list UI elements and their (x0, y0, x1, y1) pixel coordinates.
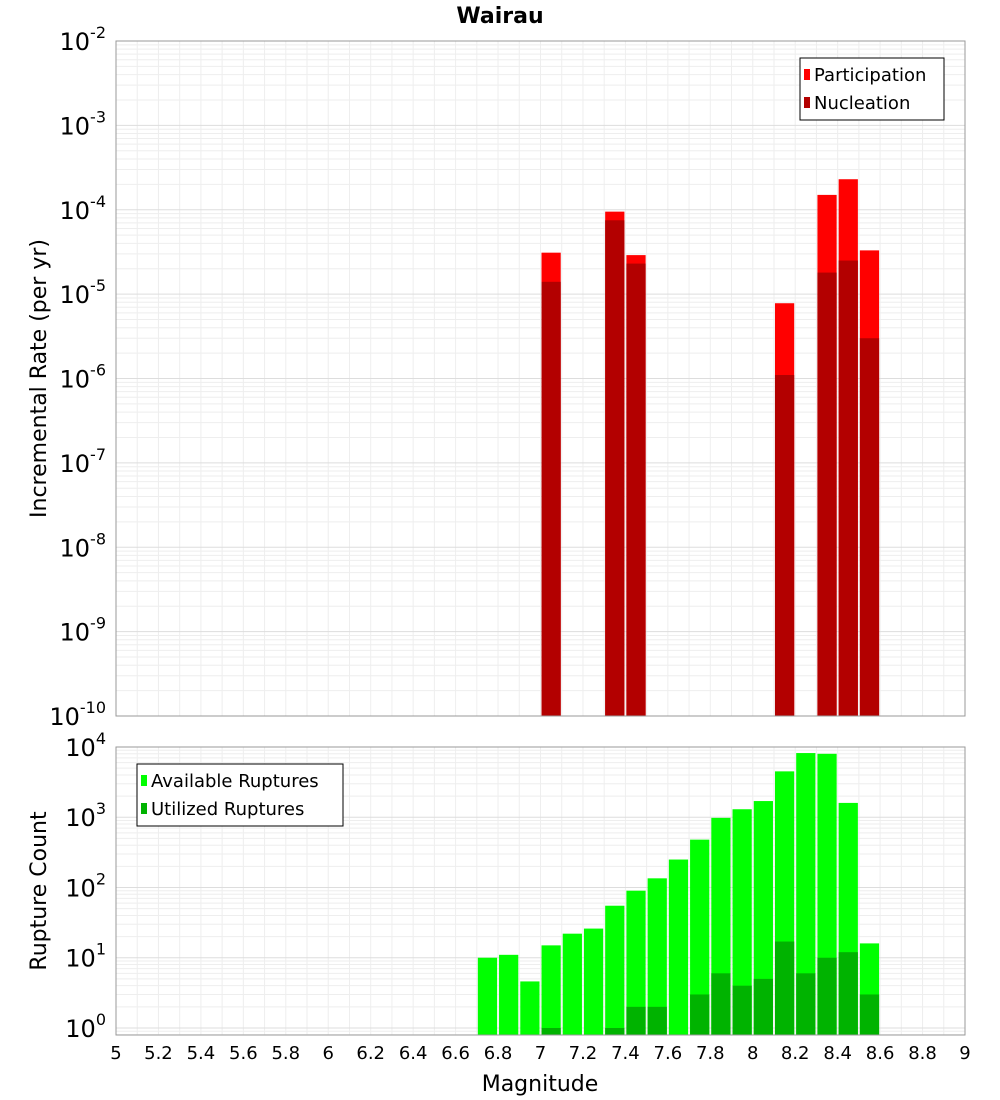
bar-available-ruptures (753, 801, 773, 1035)
bar-overlay-utilized-ruptures (626, 1006, 646, 1035)
bar-available-ruptures (626, 890, 646, 1035)
x-tick-label: 5.8 (271, 1043, 300, 1064)
y-tick-label: 10-3 (60, 107, 107, 140)
bar-overlay-utilized-ruptures (732, 985, 752, 1035)
x-axis-title: Magnitude (482, 1072, 599, 1097)
x-tick-label: 9 (959, 1043, 970, 1064)
bar-available-ruptures (690, 839, 710, 1035)
x-tick-label: 6.6 (441, 1043, 470, 1064)
x-tick-label: 7.2 (569, 1043, 598, 1064)
legend-label: Available Ruptures (151, 771, 319, 792)
x-tick-label: 8.4 (823, 1043, 852, 1064)
series-nucleation (541, 220, 880, 717)
bar-overlay-nucleation (541, 281, 561, 716)
y-tick-label: 10-4 (60, 192, 107, 225)
bar-overlay-utilized-ruptures (541, 1027, 561, 1035)
y-tick-label: 10-8 (60, 529, 107, 562)
x-tick-label: 7 (535, 1043, 546, 1064)
bar-overlay-utilized-ruptures (817, 957, 837, 1035)
y-tick-label: 103 (65, 799, 106, 832)
y-tick-label: 10-7 (60, 445, 107, 478)
bar-overlay-utilized-ruptures (753, 978, 773, 1035)
x-tick-label: 8.6 (866, 1043, 895, 1064)
rates-panel: 10-2 10-3 10-4 10-5 10-6 10-7 10-8 10-9 10-10 Inc… (27, 23, 966, 731)
y-tick-label: 10-9 (60, 614, 107, 647)
bar-overlay-nucleation (817, 272, 837, 716)
bar-overlay-nucleation (626, 263, 646, 716)
series-utilized-ruptures (541, 941, 880, 1035)
x-tick-label: 6 (323, 1043, 334, 1064)
plot-border (115, 40, 966, 717)
bar-overlay-utilized-ruptures (605, 1027, 625, 1035)
legend-label: Nucleation (814, 93, 910, 114)
bar-overlay-nucleation (859, 338, 880, 716)
legend-swatch (804, 97, 810, 108)
legend-swatch (141, 775, 147, 786)
y-tick-label: 100 (65, 1010, 106, 1043)
bar-overlay-nucleation (605, 220, 625, 717)
bar-overlay-nucleation (838, 260, 858, 716)
gridlines (115, 40, 966, 717)
x-tick-label: 7.4 (611, 1043, 640, 1064)
y-tick-label: 102 (65, 869, 106, 902)
x-tick-label: 8 (747, 1043, 758, 1064)
legend: Participation Nucleation (799, 57, 945, 121)
x-axis: 5 5.2 5.4 5.6 5.8 6 6.2 6.4 6.6 6.8 7 7.2 7.4 7.6 7.8 8… (110, 1043, 970, 1064)
bar-available-ruptures (647, 878, 667, 1035)
y-axis-title: Incremental Rate (per yr) (27, 239, 52, 518)
x-tick-label: 7.8 (696, 1043, 725, 1064)
x-tick-label: 5 (110, 1043, 121, 1064)
x-tick-label: 6.4 (399, 1043, 428, 1064)
bar-available-ruptures (732, 809, 752, 1035)
bar-available-ruptures (668, 859, 689, 1035)
legend-label: Participation (814, 65, 926, 86)
legend-swatch (804, 69, 810, 80)
y-axis-title: Rupture Count (27, 811, 52, 971)
legend-label: Utilized Ruptures (151, 799, 304, 820)
chart-title: Wairau (456, 4, 543, 29)
bar-available-ruptures (520, 981, 540, 1035)
x-tick-label: 6.2 (356, 1043, 385, 1064)
bar-overlay-utilized-ruptures (690, 994, 710, 1035)
x-tick-label: 8.8 (908, 1043, 937, 1064)
bar-available-ruptures (605, 905, 625, 1035)
bar-available-ruptures (796, 753, 816, 1035)
x-tick-label: 7.6 (654, 1043, 683, 1064)
y-tick-label: 104 (65, 729, 106, 762)
x-tick-label: 5.2 (144, 1043, 173, 1064)
x-tick-label: 5.4 (187, 1043, 216, 1064)
legend-swatch (141, 803, 147, 814)
bar-overlay-utilized-ruptures (859, 994, 880, 1035)
bar-available-ruptures (583, 928, 604, 1035)
bar-available-ruptures (562, 933, 582, 1035)
legend: Available Ruptures Utilized Ruptures (136, 763, 344, 827)
bar-overlay-utilized-ruptures (796, 973, 816, 1035)
plot-border (115, 746, 966, 1036)
x-tick-label: 5.6 (229, 1043, 258, 1064)
legend-box (136, 763, 344, 827)
counts-panel: 104 103 102 101 100 Rupture Count Available Ru… (27, 729, 966, 1043)
x-tick-label: 8.2 (781, 1043, 810, 1064)
y-tick-label: 101 (65, 940, 106, 973)
x-tick-label: 6.8 (484, 1043, 513, 1064)
bar-available-ruptures (477, 957, 498, 1035)
bar-overlay-nucleation (774, 375, 795, 716)
bar-overlay-utilized-ruptures (838, 952, 858, 1035)
bar-overlay-utilized-ruptures (774, 941, 795, 1035)
bar-available-ruptures (499, 954, 519, 1035)
y-tick-label: 10-5 (60, 276, 107, 309)
y-tick-label: 10-2 (60, 23, 107, 56)
bar-available-ruptures (541, 945, 561, 1035)
bar-overlay-utilized-ruptures (711, 973, 731, 1035)
y-tick-label: 10-6 (60, 361, 107, 394)
y-tick-label: 10-10 (49, 698, 106, 731)
legend-box (799, 57, 945, 121)
bar-overlay-utilized-ruptures (647, 1006, 667, 1035)
